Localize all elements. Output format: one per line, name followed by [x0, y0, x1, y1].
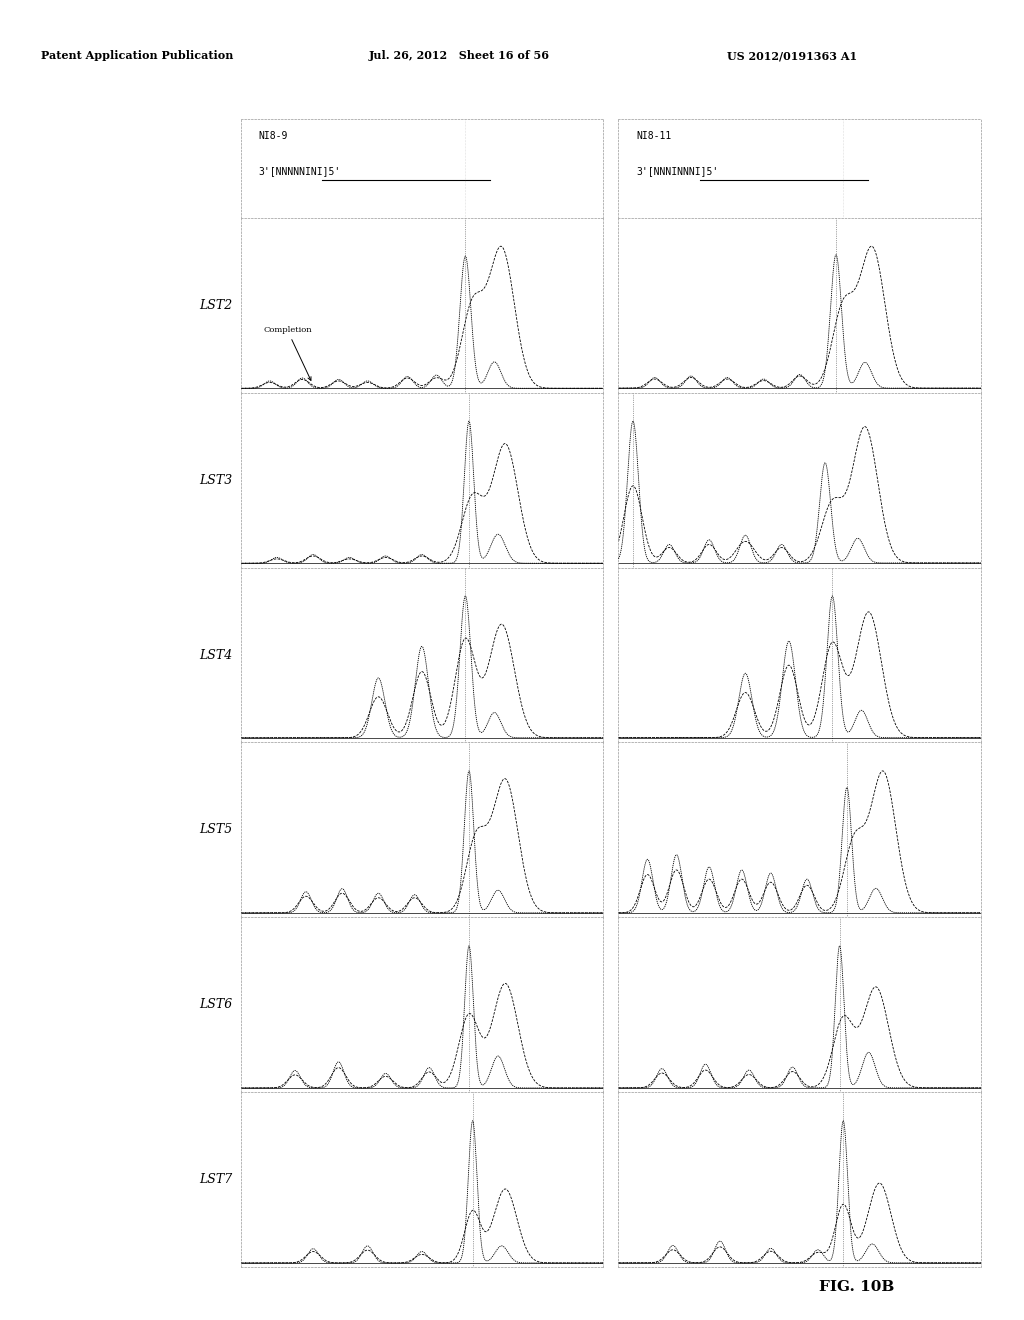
Text: FIG. 10B: FIG. 10B — [819, 1280, 895, 1294]
Text: NI8-11: NI8-11 — [637, 131, 672, 141]
Text: Completion: Completion — [263, 326, 311, 380]
Text: LST4: LST4 — [200, 648, 232, 661]
Text: LST2: LST2 — [200, 298, 232, 312]
Text: NI8-9: NI8-9 — [259, 131, 288, 141]
Text: Jul. 26, 2012   Sheet 16 of 56: Jul. 26, 2012 Sheet 16 of 56 — [369, 50, 550, 62]
Text: LST7: LST7 — [200, 1173, 232, 1187]
Text: LST6: LST6 — [200, 998, 232, 1011]
Text: Patent Application Publication: Patent Application Publication — [41, 50, 233, 62]
Text: 3'[NNNINNNI]5': 3'[NNNINNNI]5' — [637, 166, 719, 177]
Text: US 2012/0191363 A1: US 2012/0191363 A1 — [727, 50, 857, 62]
Text: LST3: LST3 — [200, 474, 232, 487]
Text: LST5: LST5 — [200, 824, 232, 837]
Text: 3'[NNNNNINI]5': 3'[NNNNNINI]5' — [259, 166, 341, 177]
